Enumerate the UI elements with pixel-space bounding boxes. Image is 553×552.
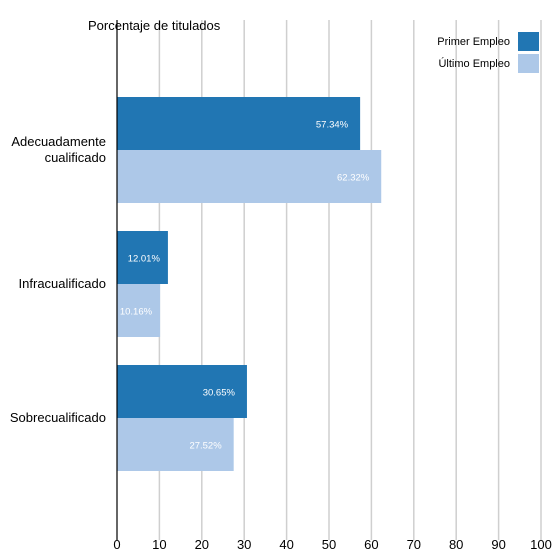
x-tick-label-40: 40 [279, 537, 293, 552]
x-tick-label-0: 0 [113, 537, 120, 552]
x-tick-label-80: 80 [449, 537, 463, 552]
bar-value-labels: 57.34% 62.32% 12.01% 10.16% 30.65% 27.52% [120, 120, 370, 452]
bar-ultimo-2[interactable] [117, 284, 161, 337]
chart-title: Porcentaje de titulados [88, 18, 221, 33]
x-tick-label-70: 70 [407, 537, 421, 552]
legend-label-primer[interactable]: Primer Empleo [437, 36, 510, 48]
bar-value-label: 57.34% [316, 120, 349, 131]
bar-primer-2[interactable] [117, 231, 168, 284]
bar-primer-3[interactable] [117, 365, 247, 418]
category-label: Adecuadamente [11, 134, 106, 149]
legend-label-ultimo[interactable]: Último Empleo [438, 57, 510, 70]
bars [117, 97, 382, 471]
category-label: cualificado [45, 150, 106, 165]
x-axis-ticks: 0 10 20 30 40 50 60 70 80 90 100 [113, 537, 551, 552]
x-tick-label-10: 10 [152, 537, 166, 552]
bar-value-label: 12.01% [128, 254, 161, 265]
legend-swatch-ultimo[interactable] [518, 54, 539, 73]
x-tick-label-90: 90 [491, 537, 505, 552]
x-tick-label-30: 30 [237, 537, 251, 552]
bar-ultimo-1[interactable] [117, 150, 382, 203]
legend[interactable]: Primer Empleo Último Empleo [437, 32, 539, 73]
bar-primer-1[interactable] [117, 97, 361, 150]
legend-swatch-primer[interactable] [518, 32, 539, 51]
bar-value-label: 30.65% [203, 388, 236, 399]
bar-value-label: 27.52% [189, 441, 222, 452]
x-tick-label-100: 100 [530, 537, 552, 552]
x-tick-label-60: 60 [364, 537, 378, 552]
category-label: Infracualificado [19, 276, 106, 291]
x-tick-label-50: 50 [322, 537, 336, 552]
bar-ultimo-3[interactable] [117, 418, 234, 471]
x-tick-label-20: 20 [195, 537, 209, 552]
category-label: Sobrecualificado [10, 410, 106, 425]
bar-value-label: 10.16% [120, 307, 153, 318]
bar-value-label: 62.32% [337, 173, 370, 184]
